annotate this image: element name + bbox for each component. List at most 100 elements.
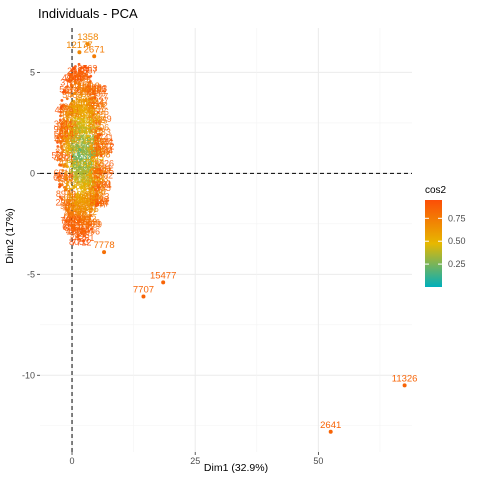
cloud-point	[98, 133, 102, 137]
cloud-point	[69, 110, 73, 114]
cloud-point	[95, 144, 99, 148]
cloud-point	[56, 136, 60, 140]
cloud-point	[87, 229, 91, 233]
cloud-label-mark: 4288	[66, 227, 86, 237]
cloud-label-mark: 7008	[57, 128, 77, 138]
cloud-point	[74, 174, 78, 178]
cloud-point	[64, 219, 68, 223]
cloud-label-mark: 5125	[66, 204, 86, 214]
cloud-point	[64, 162, 67, 166]
cloud-point	[58, 157, 62, 161]
cloud-label-mark: 2507	[84, 191, 104, 201]
cloud-point	[81, 200, 85, 204]
cloud-label-mark: 3826	[94, 159, 114, 169]
cloud-label-mark: 8756	[80, 197, 100, 207]
cloud-point	[77, 165, 81, 169]
cloud-point	[80, 135, 83, 138]
cloud-label-mark: 4937	[77, 204, 97, 214]
cloud-point	[61, 169, 65, 172]
cloud-point	[58, 118, 62, 122]
cloud-point	[88, 130, 92, 133]
cloud-point	[90, 194, 93, 198]
cloud-point	[68, 217, 72, 221]
cloud-point	[75, 97, 79, 101]
cloud-point	[84, 73, 88, 77]
cloud-point	[80, 93, 84, 96]
cloud-label-mark: 5207	[52, 151, 72, 161]
cloud-point	[90, 187, 94, 191]
cloud-label-mark: 5815	[71, 77, 91, 87]
cloud-label-mark: 5430	[89, 147, 109, 157]
cloud-point	[59, 114, 62, 118]
cloud-label-mark: 8454	[73, 116, 93, 126]
cloud-point	[85, 66, 89, 70]
cloud-point	[64, 188, 67, 192]
cloud-point	[56, 141, 59, 144]
cloud-label-mark: 6061	[79, 160, 99, 170]
cloud-label-mark: 8053	[69, 237, 89, 247]
x-axis-label: Dim1 (32.9%)	[204, 462, 268, 474]
cloud-point	[72, 92, 76, 96]
cloud-point	[77, 151, 80, 155]
cloud-point	[88, 175, 92, 179]
cloud-point	[60, 136, 63, 139]
cloud-point	[83, 211, 86, 214]
cloud-point	[96, 202, 100, 206]
cloud-label-mark: 5638	[73, 152, 93, 162]
cloud-point	[59, 106, 63, 110]
cloud-point	[58, 132, 62, 136]
cloud-label-mark: 7749	[65, 111, 85, 121]
cloud-point	[99, 154, 103, 158]
cloud-point	[79, 104, 83, 108]
cloud-point	[74, 172, 78, 176]
cloud-point	[91, 101, 95, 104]
cloud-label-mark: 6802	[93, 170, 113, 180]
cloud-point	[98, 145, 101, 149]
cloud-label-mark: 1941	[75, 141, 95, 151]
cloud-point	[77, 145, 81, 149]
cloud-point	[69, 73, 73, 76]
cloud-label-mark: 4261	[74, 233, 94, 243]
cloud-point	[87, 148, 91, 152]
cloud-label-mark: 6992	[64, 193, 84, 203]
cloud-point	[81, 140, 85, 144]
cloud-label-mark: 2112	[95, 141, 114, 151]
legend-tick-label: 0.50	[448, 236, 466, 246]
cloud-label-mark: 9963	[64, 126, 84, 136]
cloud-point	[75, 157, 79, 160]
cloud-label-mark: 4807	[55, 174, 75, 184]
cloud-point	[68, 193, 72, 197]
cloud-label-mark: 3656	[69, 105, 89, 115]
cloud-label-mark: 2447	[85, 103, 105, 113]
cloud-label-mark: 7029	[74, 108, 94, 118]
cloud-point	[88, 107, 92, 111]
cloud-point	[89, 87, 93, 91]
cloud-label-mark: 5980	[65, 181, 85, 191]
data-point	[141, 294, 146, 299]
cloud-point	[77, 237, 81, 241]
cloud-point	[71, 226, 75, 230]
cloud-point	[91, 119, 95, 123]
cloud-point	[67, 212, 71, 216]
cloud-point	[64, 126, 67, 130]
point-label: 7778	[93, 240, 114, 251]
cloud-point	[56, 145, 60, 148]
cloud-label-mark: 9981	[94, 137, 114, 147]
cloud-point	[70, 122, 74, 126]
cloud-point	[82, 126, 86, 129]
cloud-point	[71, 67, 75, 70]
cloud-label-mark: 4323	[61, 214, 81, 224]
cloud-label-mark: 2285	[87, 116, 107, 126]
cloud-label-mark: 3962	[88, 100, 108, 110]
cloud-point	[88, 97, 92, 101]
cloud-point	[77, 71, 81, 75]
cloud-label-mark: 6128	[60, 126, 80, 136]
cloud-point	[81, 185, 84, 189]
cloud-point	[82, 206, 86, 210]
cloud-label-mark: 2952	[56, 197, 76, 207]
cloud-point	[72, 99, 76, 103]
cloud-label-mark: 1198	[61, 131, 80, 141]
cloud-point	[96, 176, 100, 179]
cloud-point	[83, 107, 87, 111]
cloud-point	[99, 168, 102, 172]
